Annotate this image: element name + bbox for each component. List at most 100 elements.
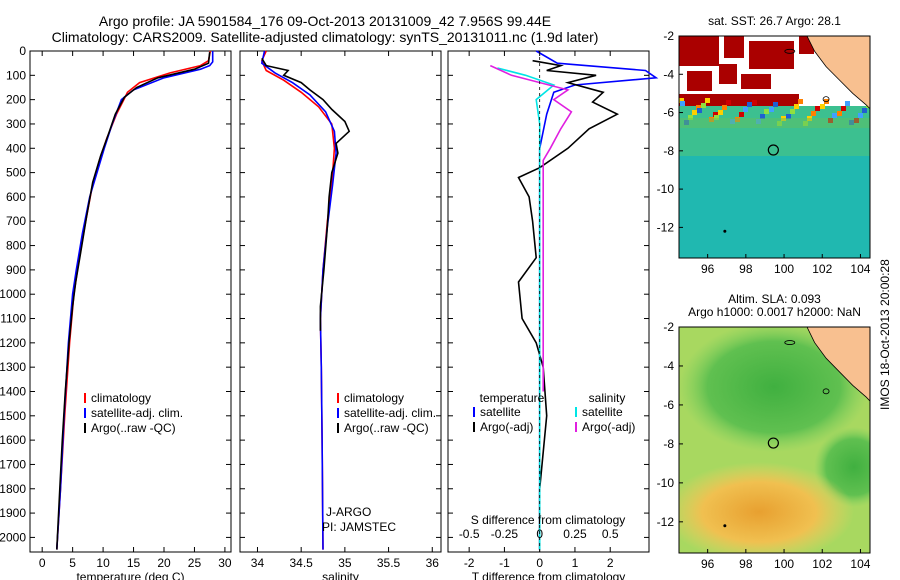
top-tick-label: -0.5 [459, 527, 480, 541]
series-line-argo-raw-qc- [261, 57, 351, 331]
legend-header-temperature: temperature [480, 391, 545, 405]
argo-position-marker [767, 437, 779, 449]
sst-pixel [845, 101, 850, 106]
y-tick-label: 1500 [0, 409, 26, 423]
x-tick-label: 25 [188, 556, 202, 570]
sst-pixel [705, 98, 710, 103]
legend-entry: climatology [344, 391, 404, 405]
sst-pixel [696, 105, 701, 110]
sst-pixel [837, 111, 842, 116]
legend-entry: Argo(..raw -QC) [91, 421, 176, 435]
map-y-tick-label: -4 [663, 359, 674, 373]
sst-warm-block [687, 71, 712, 91]
x-tick-label: -1 [499, 556, 510, 570]
y-tick-label: 200 [6, 93, 26, 107]
y-tick-label: 500 [6, 166, 26, 180]
y-tick-label: 1100 [0, 312, 26, 326]
legend-entry: climatology [91, 391, 151, 405]
map-y-tick-label: -8 [663, 437, 674, 451]
sst-map-frame [678, 35, 871, 259]
sst-map-title: sat. SST: 26.7 Argo: 28.1 [708, 14, 841, 28]
sla-title-line-1: Altim. SLA: 0.093 [728, 292, 821, 306]
temperature-frame [29, 50, 232, 553]
sst-pixel [820, 104, 825, 109]
salinity-panel: 34 34.5 35 35.5 36 salinity climatologysatelli… [239, 50, 442, 580]
land-sumatra [806, 327, 870, 402]
y-tick-label: 0 [19, 44, 26, 58]
sst-pixel [790, 109, 795, 114]
x-tick-label: 34 [251, 556, 265, 570]
argo-previous-position [723, 524, 727, 528]
sla-field [679, 327, 870, 553]
sst-pixel [726, 100, 731, 105]
sst-pixel [811, 111, 816, 116]
map-y-tick-label: -10 [657, 182, 675, 196]
sst-pixel [701, 103, 706, 108]
legend-entry: satellite-adj. clim. [344, 406, 436, 420]
x-tick-label: -2 [464, 556, 475, 570]
mentawai-island [784, 48, 796, 54]
y-tick-label: 700 [6, 214, 26, 228]
map-y-tick-label: -8 [663, 144, 674, 158]
y-tick-label: 900 [6, 263, 26, 277]
sst-pixel [697, 108, 702, 113]
y-tick-label: 1800 [0, 482, 26, 496]
sst-pixel [679, 98, 684, 103]
x-tick-label: 0 [536, 556, 543, 570]
difference-frame [447, 50, 650, 553]
sst-warm-block [679, 36, 719, 66]
argo-position-marker [767, 144, 779, 156]
legend-entry: satellite-adj. clim. [91, 406, 183, 420]
sst-pixel [714, 115, 719, 120]
sst-map-panel: sat. SST: 26.7 Argo: 28.1 96 98 100 102 104 -2… [657, 14, 871, 276]
y-tick-label: 1600 [0, 433, 26, 447]
sst-pixel [858, 113, 863, 118]
x-tick-label: 34.5 [289, 556, 313, 570]
map-y-tick-label: -2 [663, 29, 674, 43]
sst-pixel [718, 110, 723, 115]
top-tick-label: 0.25 [563, 527, 587, 541]
pi-label: PI: JAMSTEC [322, 520, 396, 534]
sst-pixel [773, 102, 778, 107]
sst-warm-block [679, 94, 799, 106]
sst-pixel [752, 100, 757, 105]
sla-map-frame [678, 326, 871, 554]
top-tick-label: 0.5 [602, 527, 619, 541]
map-x-tick-label: 98 [739, 557, 753, 571]
map-x-tick-label: 104 [850, 262, 870, 276]
map-y-tick-label: -10 [657, 476, 675, 490]
land-sumatra [806, 36, 870, 110]
sst-pixel [832, 113, 837, 118]
y-tick-label: 100 [6, 68, 26, 82]
legend-entry: Argo(-adj) [582, 420, 635, 434]
legend-entry: Argo(..raw -QC) [344, 421, 429, 435]
title-line-2: Climatology: CARS2009. Satellite-adjuste… [51, 29, 599, 45]
y-tick-label: 1200 [0, 336, 26, 350]
sst-warm-block [749, 41, 794, 69]
y-tick-label: 800 [6, 239, 26, 253]
map-y-tick-label: -4 [663, 67, 674, 81]
sst-pixel [794, 104, 799, 109]
map-y-tick-label: -6 [663, 398, 674, 412]
x-tick-label: 35.5 [377, 556, 401, 570]
x-tick-label: 15 [127, 556, 141, 570]
y-tick-label: 2000 [0, 530, 26, 544]
sst-pixel [798, 99, 803, 104]
map-x-tick-label: 96 [701, 557, 715, 571]
legend-header-salinity: salinity [589, 391, 626, 405]
sst-pixel [713, 112, 718, 117]
sla-green-anomaly [679, 327, 869, 452]
map-y-tick-label: -2 [663, 320, 674, 334]
x-tick-label: 0 [39, 556, 46, 570]
temperature-panel: 0 5 10 15 20 25 30 temperature (deg C) climatolo… [29, 50, 232, 580]
sst-pixel [747, 102, 752, 107]
series-line-argo-raw-qc- [56, 52, 211, 550]
x-tick-label: 35 [338, 556, 352, 570]
sst-pixel [760, 114, 765, 119]
sst-pixel [688, 115, 693, 120]
x-tick-label: 30 [218, 556, 232, 570]
y-tick-label: 600 [6, 190, 26, 204]
map-y-tick-label: -12 [657, 515, 675, 529]
top-tick-label: -0.25 [491, 527, 519, 541]
